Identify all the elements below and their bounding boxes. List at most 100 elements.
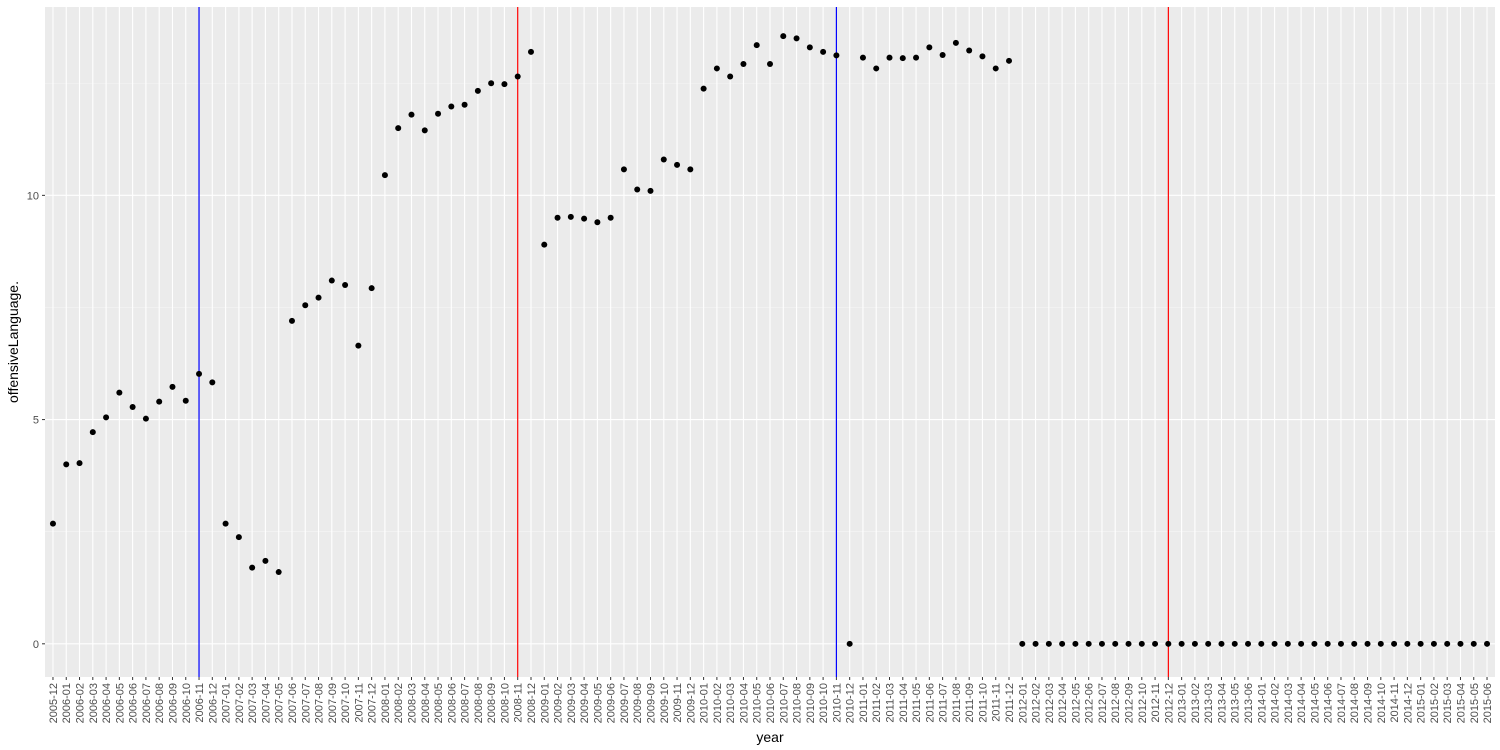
x-tick-label: 2009-04 bbox=[579, 683, 591, 723]
point bbox=[554, 214, 561, 221]
point bbox=[1205, 640, 1212, 647]
point bbox=[448, 103, 455, 110]
point bbox=[1152, 640, 1159, 647]
point bbox=[939, 51, 946, 58]
point bbox=[966, 47, 973, 54]
x-tick-label: 2008-12 bbox=[526, 683, 538, 723]
point bbox=[368, 285, 375, 292]
x-tick-label: 2011-10 bbox=[977, 683, 989, 723]
point bbox=[1457, 640, 1464, 647]
point bbox=[355, 342, 362, 349]
point bbox=[488, 80, 495, 87]
point bbox=[209, 379, 216, 386]
y-axis-title: offensiveLanguage. bbox=[5, 281, 21, 403]
point bbox=[700, 85, 707, 92]
point bbox=[660, 156, 667, 163]
point bbox=[288, 317, 295, 324]
x-tick-label: 2011-08 bbox=[951, 683, 963, 723]
x-tick-label: 2013-01 bbox=[1177, 683, 1189, 723]
point bbox=[620, 166, 627, 173]
x-tick-label: 2009-03 bbox=[566, 683, 578, 723]
point bbox=[1298, 640, 1305, 647]
x-tick-label: 2006-03 bbox=[88, 683, 100, 723]
point bbox=[899, 55, 906, 62]
point bbox=[315, 294, 322, 301]
point bbox=[793, 35, 800, 42]
point bbox=[461, 101, 468, 108]
point bbox=[1006, 57, 1013, 64]
point bbox=[1231, 640, 1238, 647]
x-tick-label: 2014-05 bbox=[1309, 683, 1321, 723]
point bbox=[1191, 640, 1198, 647]
x-tick-label: 2011-09 bbox=[964, 683, 976, 723]
x-tick-label: 2012-12 bbox=[1163, 683, 1175, 723]
point bbox=[342, 282, 349, 289]
x-tick-label: 2014-11 bbox=[1389, 683, 1401, 723]
point bbox=[156, 398, 163, 405]
point bbox=[1324, 640, 1331, 647]
x-tick-label: 2011-02 bbox=[871, 683, 883, 723]
x-tick-label: 2009-12 bbox=[685, 683, 697, 723]
x-tick-label: 2006-04 bbox=[101, 683, 113, 723]
point bbox=[116, 389, 123, 396]
x-tick-label: 2006-07 bbox=[141, 683, 153, 723]
x-tick-label: 2011-04 bbox=[898, 683, 910, 723]
x-tick-label: 2006-12 bbox=[207, 683, 219, 723]
point bbox=[952, 39, 959, 46]
point bbox=[421, 127, 428, 134]
point bbox=[820, 48, 827, 55]
point bbox=[1112, 640, 1119, 647]
x-tick-label: 2008-08 bbox=[473, 683, 485, 723]
point bbox=[581, 215, 588, 222]
x-tick-label: 2013-03 bbox=[1203, 683, 1215, 723]
point bbox=[1059, 640, 1066, 647]
point bbox=[873, 65, 880, 72]
point bbox=[859, 54, 866, 61]
x-tick-label: 2009-07 bbox=[619, 683, 631, 723]
point bbox=[806, 44, 813, 51]
point bbox=[1138, 640, 1145, 647]
x-tick-label: 2015-06 bbox=[1482, 683, 1494, 723]
x-tick-label: 2009-09 bbox=[645, 683, 657, 723]
x-tick-label: 2010-12 bbox=[845, 683, 857, 723]
x-tick-label: 2013-05 bbox=[1230, 683, 1242, 723]
point bbox=[249, 564, 256, 571]
x-tick-label: 2007-07 bbox=[300, 683, 312, 723]
point bbox=[1125, 640, 1132, 647]
x-tick-label: 2013-06 bbox=[1243, 683, 1255, 723]
x-tick-label: 2006-09 bbox=[167, 683, 179, 723]
x-tick-label: 2010-06 bbox=[765, 683, 777, 723]
point bbox=[727, 73, 734, 80]
x-axis-title: year bbox=[756, 729, 784, 745]
x-tick-label: 2012-10 bbox=[1137, 683, 1149, 723]
x-tick-label: 2006-10 bbox=[181, 683, 193, 723]
x-tick-label: 2009-01 bbox=[539, 683, 551, 723]
point bbox=[607, 214, 614, 221]
point bbox=[1470, 640, 1477, 647]
point bbox=[1098, 640, 1105, 647]
x-tick-label: 2007-02 bbox=[234, 683, 246, 723]
point bbox=[886, 54, 893, 61]
point bbox=[567, 213, 574, 220]
x-tick-label: 2007-11 bbox=[353, 683, 365, 723]
point bbox=[435, 110, 442, 117]
point bbox=[1178, 640, 1185, 647]
x-tick-label: 2007-12 bbox=[367, 683, 379, 723]
point bbox=[474, 87, 481, 94]
x-tick-label: 2014-03 bbox=[1283, 683, 1295, 723]
point bbox=[49, 520, 56, 527]
point bbox=[1271, 640, 1278, 647]
point bbox=[1311, 640, 1318, 647]
point bbox=[846, 640, 853, 647]
point bbox=[222, 520, 229, 527]
point bbox=[1351, 640, 1358, 647]
x-tick-label: 2006-05 bbox=[114, 683, 126, 723]
point bbox=[833, 52, 840, 59]
point bbox=[713, 65, 720, 72]
x-tick-label: 2010-01 bbox=[699, 683, 711, 723]
x-tick-label: 2008-09 bbox=[486, 683, 498, 723]
x-tick-label: 2012-05 bbox=[1070, 683, 1082, 723]
point bbox=[687, 166, 694, 173]
x-tick-label: 2014-02 bbox=[1270, 683, 1282, 723]
